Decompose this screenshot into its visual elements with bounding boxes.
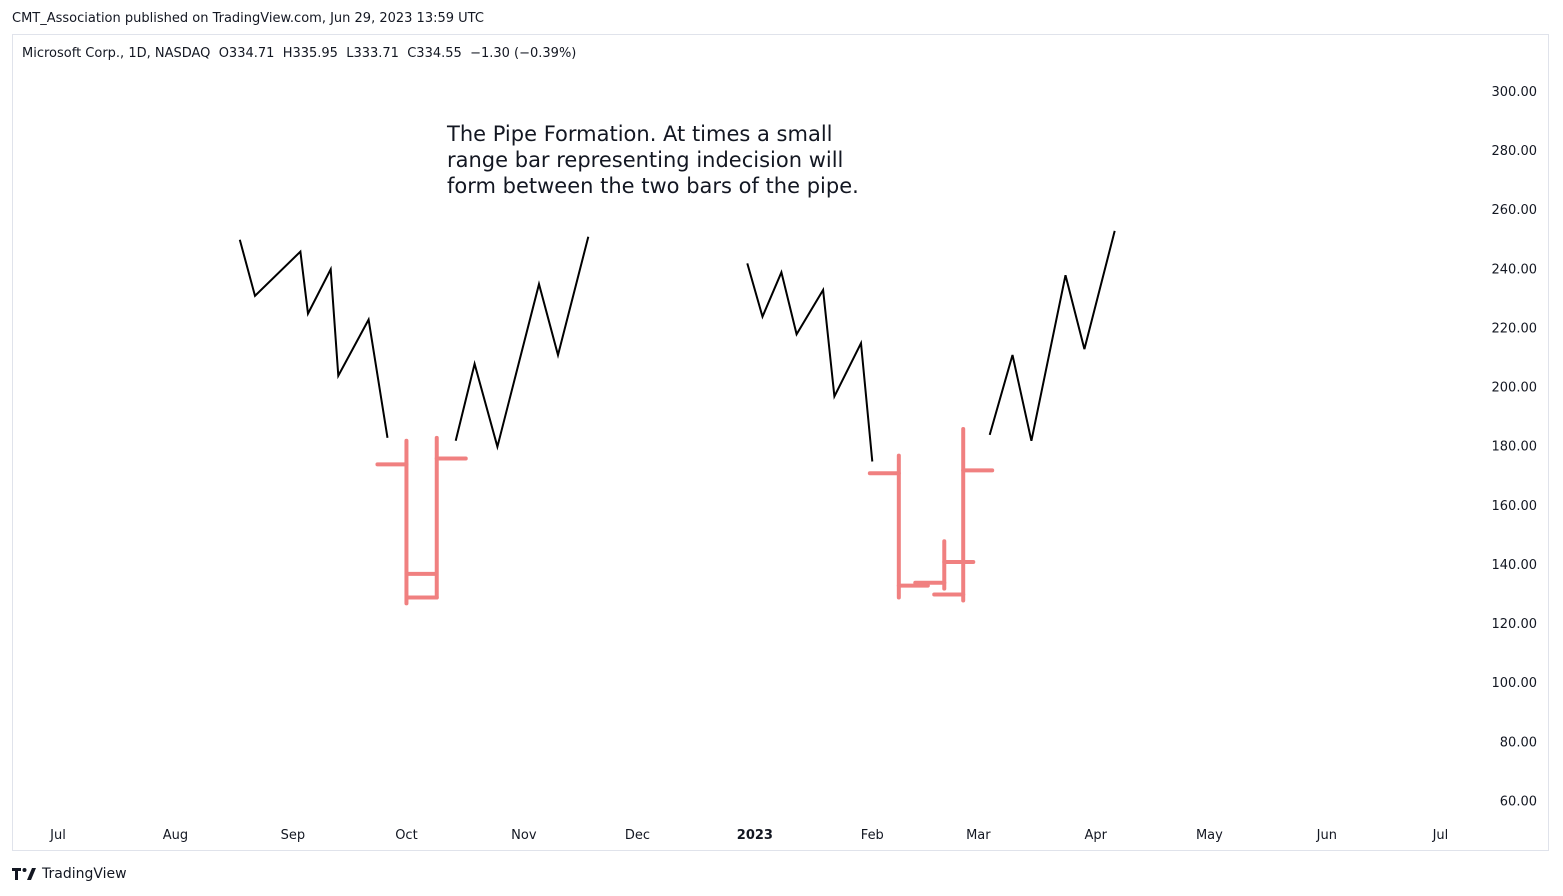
- legend-low: L333.71: [346, 46, 399, 61]
- pipe-bars: [375, 426, 995, 606]
- x-tick-label: Aug: [163, 828, 188, 843]
- pipe-bar: [932, 426, 995, 603]
- x-tick-label: May: [1196, 828, 1223, 843]
- x-tick-label: Nov: [511, 828, 537, 843]
- y-tick-label: 180.00: [1492, 440, 1538, 455]
- x-tick-label: Feb: [861, 828, 884, 843]
- pipe-annotation: The Pipe Formation. At times a smallrang…: [446, 122, 859, 198]
- trend-line: [746, 263, 874, 462]
- y-tick-label: 140.00: [1492, 558, 1538, 573]
- y-tick-label: 80.00: [1500, 735, 1537, 750]
- trend-line: [238, 239, 389, 438]
- x-tick-label: Jul: [49, 828, 66, 843]
- x-tick-label: 2023: [737, 828, 773, 843]
- y-tick-label: 240.00: [1492, 262, 1538, 277]
- annotation-line: range bar representing indecision will: [447, 148, 843, 172]
- symbol-legend: Microsoft Corp., 1D, NASDAQ O334.71 H335…: [22, 46, 576, 61]
- y-tick-label: 260.00: [1492, 203, 1538, 218]
- price-axis[interactable]: 300.00 280.00 260.00 240.00 220.00 200.00 180.…: [1492, 85, 1538, 810]
- x-tick-label: Jul: [1432, 828, 1449, 843]
- trend-line: [988, 230, 1116, 442]
- annotation-line: form between the two bars of the pipe.: [447, 174, 859, 198]
- trend-line: [454, 236, 590, 451]
- x-tick-label: Sep: [281, 828, 306, 843]
- footer[interactable]: TradingView: [12, 864, 127, 884]
- y-tick-label: 220.00: [1492, 321, 1538, 336]
- y-tick-label: 100.00: [1492, 676, 1538, 691]
- chart-frame: [12, 34, 1549, 851]
- publisher-text: CMT_Association published on TradingView…: [12, 11, 484, 26]
- legend-open: O334.71: [218, 46, 275, 61]
- x-tick-label: Oct: [395, 828, 417, 843]
- annotation-line: The Pipe Formation. At times a small: [446, 122, 833, 146]
- y-tick-label: 200.00: [1492, 381, 1538, 396]
- pipe-bar: [913, 539, 976, 591]
- y-tick-label: 60.00: [1500, 795, 1537, 810]
- x-tick-label: Mar: [966, 828, 991, 843]
- tradingview-logo-icon: [12, 868, 36, 880]
- legend-change: −1.30 (−0.39%): [470, 46, 577, 61]
- pipe-bar: [867, 453, 930, 600]
- pipe-bar: [375, 438, 438, 606]
- x-tick-label: Dec: [625, 828, 650, 843]
- y-tick-label: 120.00: [1492, 617, 1538, 632]
- footer-brand[interactable]: TradingView: [42, 866, 127, 882]
- time-axis[interactable]: Jul Aug Sep Oct Nov Dec 2023 Feb Mar Apr May Jul Jun: [49, 828, 1448, 843]
- y-tick-label: 160.00: [1492, 499, 1538, 514]
- y-tick-label: 300.00: [1492, 85, 1538, 100]
- x-tick-label: Jun: [1316, 828, 1337, 843]
- legend-symbol[interactable]: Microsoft Corp., 1D, NASDAQ: [22, 46, 211, 61]
- legend-close: C334.55: [407, 46, 462, 61]
- legend-high: H335.95: [282, 46, 338, 61]
- trend-lines: [238, 230, 1116, 462]
- x-tick-label: Apr: [1085, 828, 1108, 843]
- pipe-bar: [405, 435, 468, 600]
- y-tick-label: 280.00: [1492, 144, 1538, 159]
